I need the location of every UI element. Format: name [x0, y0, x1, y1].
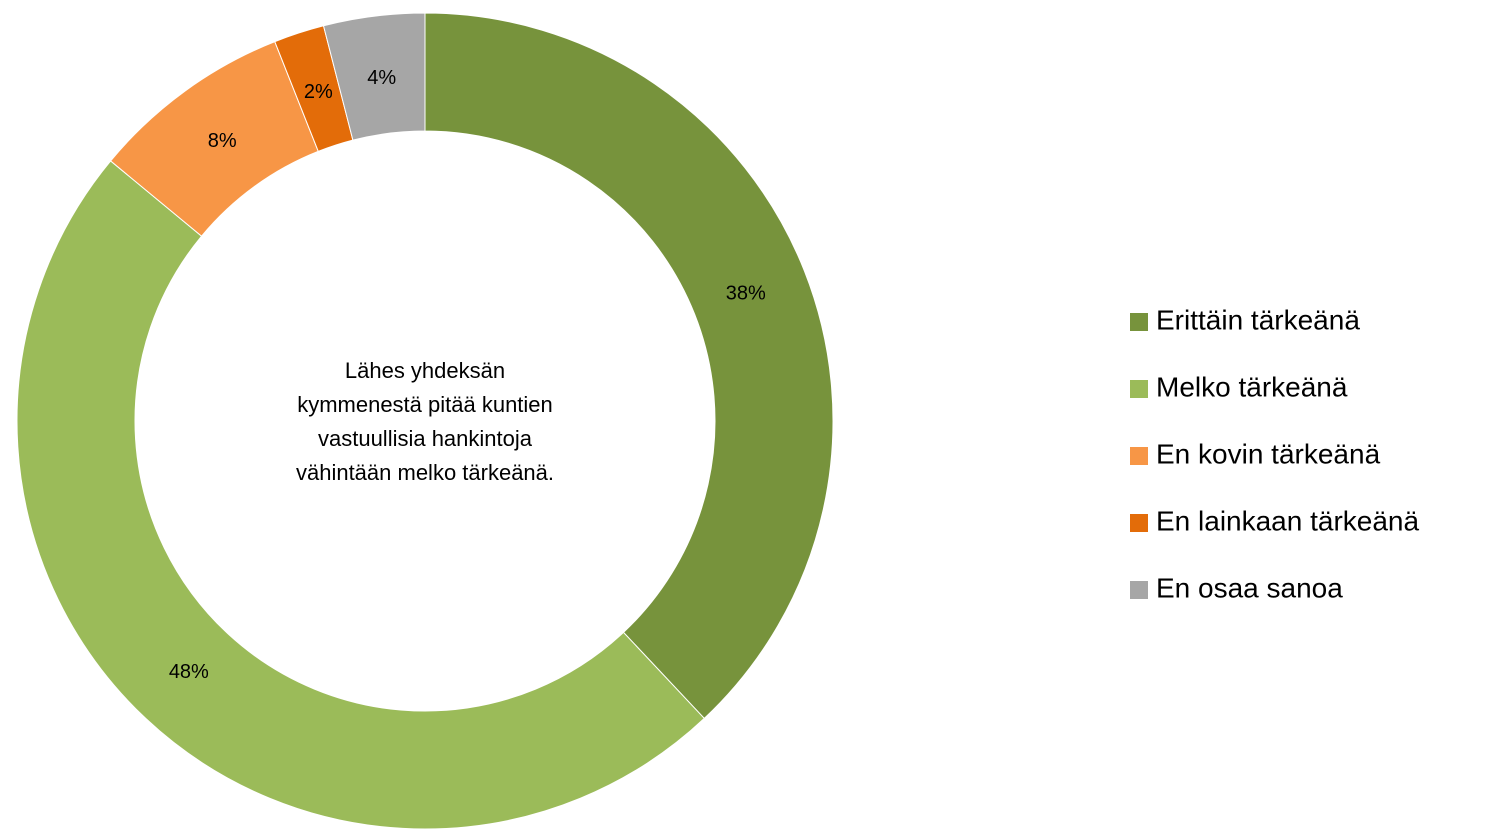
legend-label: En osaa sanoa [1156, 572, 1343, 603]
donut-segment [322, 12, 426, 141]
data-label: 4% [367, 67, 396, 89]
data-label: 48% [169, 661, 209, 683]
data-label: 8% [208, 130, 237, 152]
center-annotation: kymmenestä pitää kuntien [297, 392, 553, 417]
legend-label: En lainkaan tärkeänä [1156, 505, 1420, 536]
legend-label: En kovin tärkeänä [1156, 438, 1381, 469]
legend-swatch [1130, 447, 1148, 465]
donut-segment [424, 12, 834, 720]
legend-label: Melko tärkeänä [1156, 371, 1348, 402]
legend-swatch [1130, 581, 1148, 599]
center-annotation: vähintään melko tärkeänä. [296, 460, 554, 485]
donut-segment [16, 160, 706, 830]
legend-swatch [1130, 514, 1148, 532]
legend-swatch [1130, 380, 1148, 398]
center-annotation: Lähes yhdeksän [345, 358, 505, 383]
data-label: 2% [304, 81, 333, 103]
data-label: 38% [726, 282, 766, 304]
legend-swatch [1130, 313, 1148, 331]
legend-label: Erittäin tärkeänä [1156, 304, 1360, 335]
center-annotation: vastuullisia hankintoja [318, 426, 533, 451]
